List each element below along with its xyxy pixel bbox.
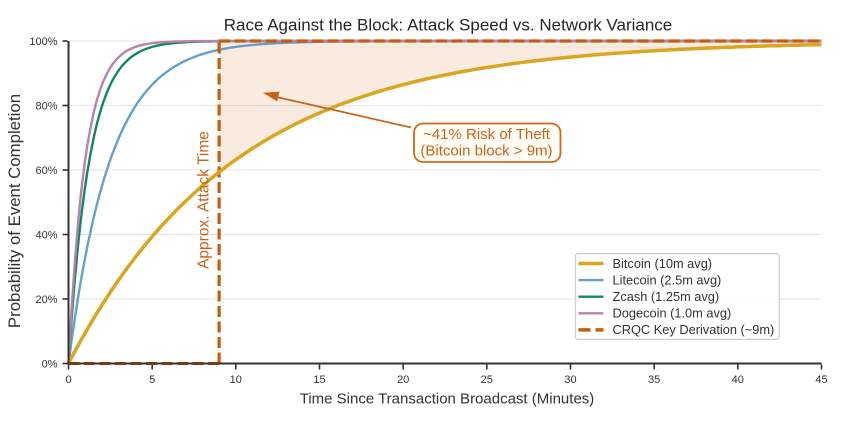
svg-text:Dogecoin (1.0m avg): Dogecoin (1.0m avg) [613,306,732,321]
svg-text:40%: 40% [35,229,57,241]
svg-text:Probability of Event Completio: Probability of Event Completion [5,94,24,328]
svg-text:~41% Risk of Theft: ~41% Risk of Theft [423,126,551,143]
svg-text:Race Against the Block: Attack: Race Against the Block: Attack Speed vs.… [224,16,673,35]
svg-text:25: 25 [481,374,493,386]
svg-text:Litecoin (2.5m avg): Litecoin (2.5m avg) [613,272,722,287]
svg-text:0%: 0% [42,358,58,370]
svg-text:0: 0 [65,374,71,386]
svg-text:10: 10 [230,374,242,386]
svg-text:20%: 20% [35,294,57,306]
svg-text:5: 5 [149,374,155,386]
svg-text:CRQC Key Derivation (~9m): CRQC Key Derivation (~9m) [613,322,775,337]
svg-text:100%: 100% [29,36,57,48]
svg-text:Zcash (1.25m avg): Zcash (1.25m avg) [613,289,720,304]
svg-text:Approx. Attack Time: Approx. Attack Time [196,131,213,269]
svg-text:Bitcoin (10m avg): Bitcoin (10m avg) [613,256,713,271]
svg-text:15: 15 [313,374,325,386]
svg-text:20: 20 [397,374,409,386]
svg-text:45: 45 [815,374,827,386]
svg-text:80%: 80% [35,100,57,112]
svg-text:(Bitcoin block > 9m): (Bitcoin block > 9m) [420,143,552,160]
svg-text:40: 40 [732,374,744,386]
svg-text:Time Since Transaction Broadca: Time Since Transaction Broadcast (Minute… [300,391,595,408]
svg-text:35: 35 [648,374,660,386]
svg-text:30: 30 [564,374,576,386]
svg-text:60%: 60% [35,165,57,177]
